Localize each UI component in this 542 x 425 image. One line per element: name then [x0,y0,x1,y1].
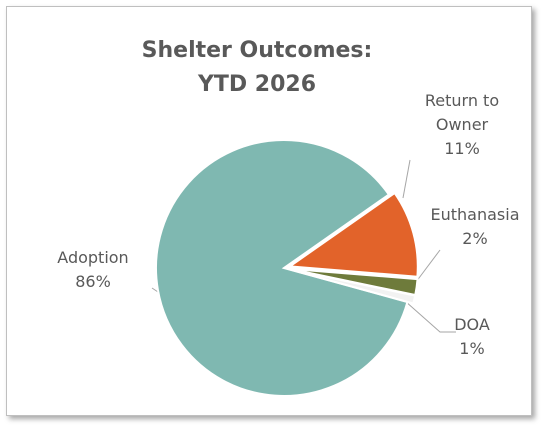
data-label: Euthanasia 2% [412,203,538,251]
chart-title: Shelter Outcomes: YTD 2026 [141,38,373,97]
data-label: Return to Owner 11% [402,89,522,161]
value-label: 11% [444,139,480,158]
value-label: 2% [462,229,488,248]
leader-line [402,159,411,199]
category-label: Return to Owner [424,91,500,134]
value-label: 86% [75,272,111,291]
category-label: Adoption [57,248,129,267]
data-label: Adoption 86% [38,246,148,294]
data-label: DOA 1% [432,313,512,361]
leader-line [404,300,456,333]
category-label: Euthanasia [430,205,520,224]
pie-slice [289,268,417,305]
pie-slice [155,139,409,397]
category-label: DOA [454,315,490,334]
pie-slice [286,191,419,278]
value-label: 1% [459,339,485,358]
leader-line [151,287,159,293]
